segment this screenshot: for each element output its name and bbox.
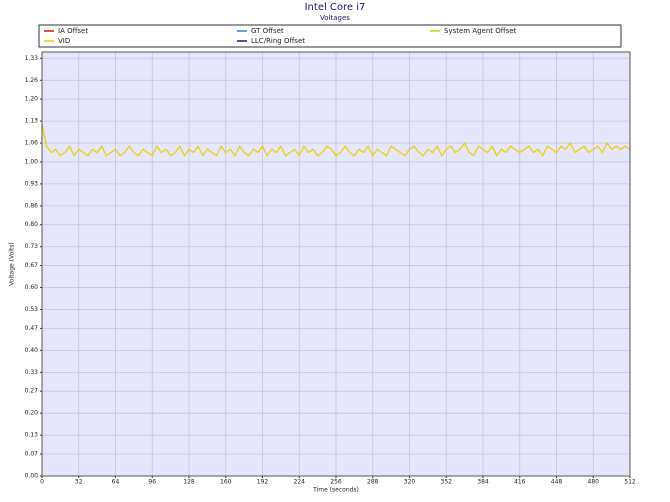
x-tick-label: 32 <box>75 479 83 486</box>
x-tick-label: 96 <box>148 479 156 486</box>
x-tick-label: 416 <box>514 479 526 486</box>
y-tick-label: 1.06 <box>25 140 39 147</box>
y-tick-label: 0.13 <box>25 432 39 439</box>
y-axis-label: Voltage (Volts) <box>9 242 16 286</box>
y-tick-label: 0.73 <box>25 243 39 250</box>
legend-box <box>38 24 622 48</box>
x-tick-label: 128 <box>183 479 195 486</box>
x-tick-label: 384 <box>477 479 489 486</box>
x-tick-label: 64 <box>112 479 120 486</box>
y-tick-label: 0.53 <box>25 306 39 313</box>
x-tick-label: 256 <box>330 479 342 486</box>
y-tick-label: 0.60 <box>25 284 39 291</box>
y-tick-label: 0.80 <box>25 221 39 228</box>
x-tick-label: 160 <box>220 479 232 486</box>
x-tick-label: 512 <box>624 479 636 486</box>
y-tick-label: 1.20 <box>25 96 39 103</box>
x-tick-label: 448 <box>551 479 563 486</box>
x-tick-label: 0 <box>40 479 44 486</box>
y-tick-label: 0.07 <box>25 451 39 458</box>
y-tick-label: 0.20 <box>25 410 39 417</box>
y-tick-label: 1.26 <box>25 77 39 84</box>
x-tick-label: 192 <box>257 479 269 486</box>
y-tick-label: 0.93 <box>25 180 39 187</box>
legend-label: System Agent Offset <box>444 27 517 35</box>
x-tick-label: 352 <box>441 479 453 486</box>
data-line <box>41 124 631 157</box>
chart-title: Intel Core i7 <box>305 2 366 13</box>
chart-subtitle: Voltages <box>320 14 350 22</box>
legend-label: GT Offset <box>251 27 284 35</box>
x-tick-label: 288 <box>367 479 379 486</box>
legend-label: IA Offset <box>58 27 88 35</box>
plot-border <box>41 51 631 477</box>
y-tick-label: 0.67 <box>25 262 39 269</box>
x-tick-label: 224 <box>294 479 306 486</box>
y-tick-label: 0.47 <box>25 325 39 332</box>
legend-label: LLC/Ring Offset <box>251 37 305 45</box>
y-tick-label: 1.00 <box>25 158 39 165</box>
y-tick-label: 0.33 <box>25 369 39 376</box>
y-tick-label: 0.86 <box>25 202 39 209</box>
y-tick-label: 0.27 <box>25 388 39 395</box>
legend-label: VID <box>58 37 70 45</box>
y-tick-label: 0.40 <box>25 347 39 354</box>
y-tick-label: 0.00 <box>25 473 39 480</box>
y-tick-label: 1.13 <box>25 118 39 125</box>
x-tick-label: 320 <box>404 479 416 486</box>
x-tick-label: 480 <box>588 479 600 486</box>
x-axis-label: Time (seconds) <box>312 487 359 494</box>
y-tick-label: 1.33 <box>25 55 39 62</box>
